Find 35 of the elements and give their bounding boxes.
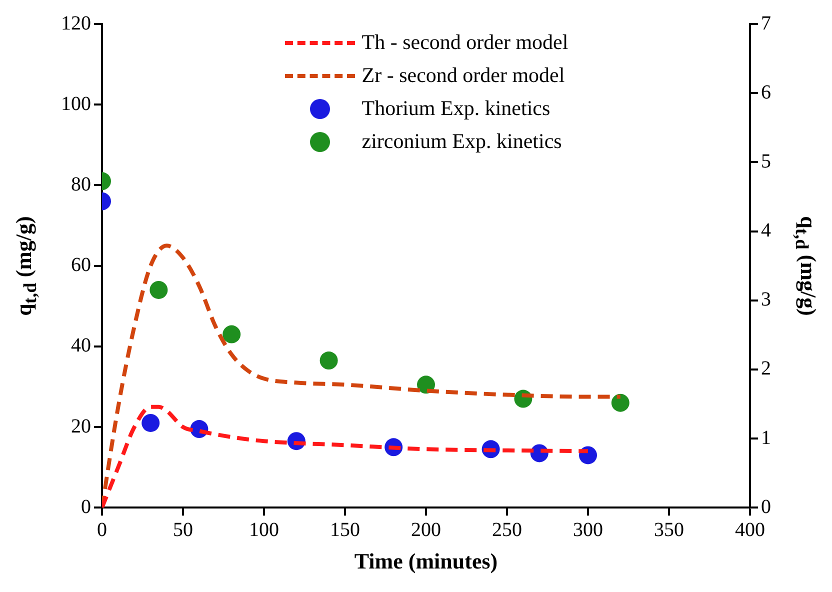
x-tick-label: 350	[654, 518, 684, 541]
y2-tick-label: 3	[761, 288, 771, 311]
x-tick-label: 100	[249, 518, 279, 541]
legend-label: Th - second order model	[362, 30, 568, 55]
y2-tick-label: 2	[761, 358, 771, 380]
y2-tick-label: 5	[761, 150, 771, 172]
point	[150, 280, 168, 299]
legend-label: Thorium Exp. kinetics	[362, 96, 550, 121]
y2-tick-label: 1	[761, 426, 771, 449]
legend-label: Zr - second order model	[362, 63, 565, 88]
x-tick-label: 0	[97, 518, 107, 541]
y2-tick-label: 6	[761, 81, 771, 104]
point	[320, 352, 338, 370]
x-tick-label: 250	[492, 518, 522, 541]
x-tick-label: 300	[573, 518, 603, 541]
point	[142, 414, 160, 432]
y-tick-label: 20	[71, 415, 91, 438]
legend-label: zirconium Exp. kinetics	[362, 129, 562, 154]
point	[417, 376, 435, 394]
point	[611, 394, 630, 412]
x-tick-label: 400	[735, 518, 765, 541]
point	[222, 325, 241, 344]
x-tick-label: 150	[330, 518, 360, 541]
y-tick-label: 80	[71, 173, 91, 196]
y-tick-label: 60	[71, 254, 91, 276]
y-tick-label: 100	[61, 92, 91, 115]
y2-tick-label: 4	[761, 220, 771, 242]
x-tick-label: 50	[173, 518, 193, 541]
y-tick-label: 40	[71, 334, 91, 357]
x-tick-label: 200	[411, 518, 441, 541]
y2-tick-label: 0	[761, 496, 771, 518]
y-tick-label: 120	[61, 12, 91, 34]
x-axis-title: Time (minutes)	[354, 548, 498, 574]
y2-tick-label: 7	[761, 12, 771, 34]
y-tick-label: 0	[81, 496, 91, 518]
